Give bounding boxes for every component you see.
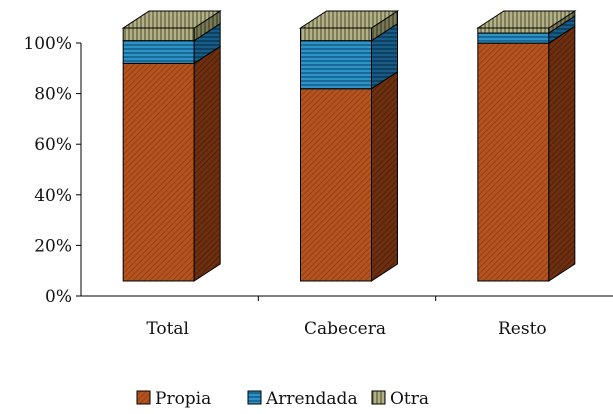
legend-swatch-propia xyxy=(136,390,151,405)
legend-label-otra: Otra xyxy=(390,389,429,409)
y-tick-label: 0% xyxy=(45,287,72,307)
bars xyxy=(121,10,577,282)
x-tick-label: Resto xyxy=(498,319,547,339)
bar-total-otra xyxy=(122,27,195,42)
bar-cabecera-propia xyxy=(300,88,372,282)
bar-resto-otra xyxy=(477,27,550,34)
bar-resto-arrendada xyxy=(477,32,550,44)
bar-side-total-propia xyxy=(193,45,221,282)
bar-total-arrendada xyxy=(122,40,195,64)
bar-top-resto xyxy=(476,10,577,29)
bar-total-propia xyxy=(122,62,195,282)
bar-cabecera-otra xyxy=(300,27,372,42)
bar-resto-propia xyxy=(477,42,550,282)
legend-swatch-otra xyxy=(371,390,386,405)
axes: 0% 20% 40% 60% 80% 100% Total Cabecera Resto xyxy=(23,34,613,339)
bar-cabecera-arrendada xyxy=(300,40,372,90)
y-tick-label: 80% xyxy=(34,85,72,105)
legend-label-arrendada: Arrendada xyxy=(265,389,358,409)
legend-label-propia: Propia xyxy=(155,389,211,409)
legend-swatch-arrendada xyxy=(247,390,262,405)
bar-side-cabecera-propia xyxy=(371,70,398,282)
x-tick-label: Cabecera xyxy=(304,319,386,339)
y-tick-label: 60% xyxy=(34,135,72,155)
y-tick-label: 100% xyxy=(23,34,72,54)
y-tick-label: 40% xyxy=(34,186,72,206)
bar-side-resto-propia xyxy=(548,25,576,282)
legend: Propia Arrendada Otra xyxy=(136,389,429,409)
bar-top-cabecera xyxy=(298,10,400,29)
y-tick-label: 20% xyxy=(34,236,72,256)
bar-top-total xyxy=(121,10,222,29)
x-tick-label: Total xyxy=(146,319,189,339)
